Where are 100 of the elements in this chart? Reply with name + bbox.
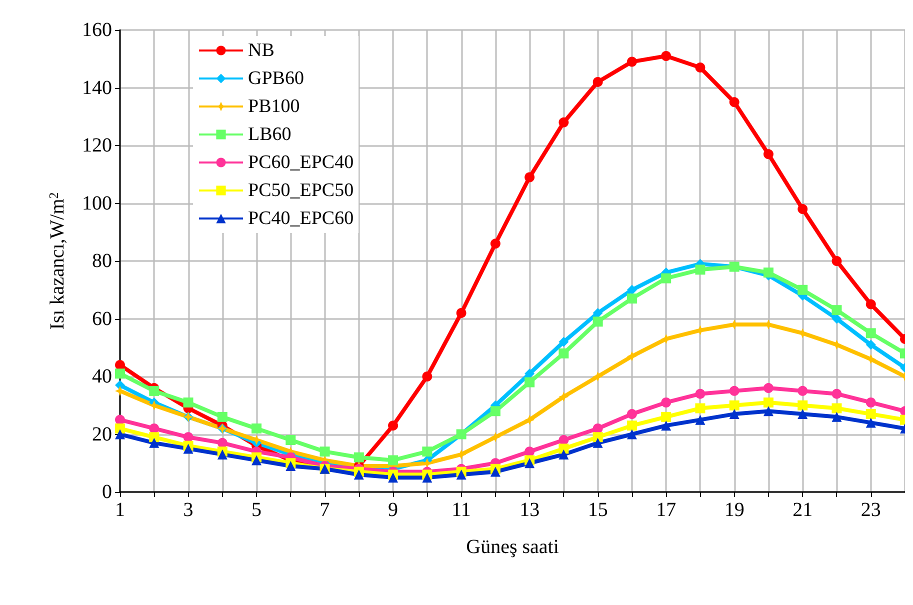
point xyxy=(729,409,740,420)
point xyxy=(422,472,432,483)
x-tick-label: 17 xyxy=(656,499,676,521)
point xyxy=(626,409,637,420)
point xyxy=(149,438,160,448)
point xyxy=(422,446,432,457)
point xyxy=(286,461,296,472)
point xyxy=(832,412,842,422)
point xyxy=(626,420,637,431)
point xyxy=(695,414,706,425)
y-tick-label: 60 xyxy=(92,308,112,330)
point xyxy=(626,294,637,304)
point xyxy=(763,406,774,416)
point xyxy=(183,444,194,454)
y-tick-label: 80 xyxy=(92,250,112,272)
point xyxy=(798,204,808,214)
point xyxy=(832,256,842,266)
point xyxy=(558,348,569,358)
x-tick-label: 11 xyxy=(452,499,471,521)
point xyxy=(661,273,672,284)
y-tick-label: 100 xyxy=(82,192,112,214)
point xyxy=(626,56,637,67)
point xyxy=(524,172,535,182)
x-tick-label: 23 xyxy=(860,499,881,521)
y-tick-label: 20 xyxy=(92,423,112,446)
point xyxy=(217,449,228,460)
x-tick-label: 3 xyxy=(183,499,194,521)
x-tick-label: 5 xyxy=(252,499,262,521)
point xyxy=(866,418,876,428)
point xyxy=(661,50,672,61)
point xyxy=(592,432,603,442)
point xyxy=(490,406,500,416)
point xyxy=(592,438,603,448)
point xyxy=(866,328,876,338)
point xyxy=(456,308,466,318)
point xyxy=(695,388,706,399)
point xyxy=(354,470,364,480)
point xyxy=(558,444,569,454)
point xyxy=(149,423,160,434)
point xyxy=(832,305,842,316)
point xyxy=(798,409,808,420)
y-tick-label: 40 xyxy=(92,366,112,388)
point xyxy=(286,435,296,446)
legend-label: PC60_EPC40 xyxy=(248,152,354,173)
x-tick-label: 1 xyxy=(115,499,125,521)
point xyxy=(320,446,330,457)
point xyxy=(626,429,637,440)
point xyxy=(695,403,706,414)
point xyxy=(524,458,535,468)
point xyxy=(626,284,637,295)
point xyxy=(866,397,876,408)
point xyxy=(798,386,808,396)
x-axis-title: Güneş saati xyxy=(466,536,560,558)
legend-label: GPB60 xyxy=(248,68,304,89)
point xyxy=(388,420,398,431)
point xyxy=(661,420,672,431)
point xyxy=(763,397,774,408)
point xyxy=(729,97,740,108)
x-tick-label: 19 xyxy=(724,499,744,521)
point xyxy=(456,470,466,480)
y-axis-title: Isı kazancı,W/m2 xyxy=(46,192,68,330)
point xyxy=(149,432,160,442)
point xyxy=(832,388,842,399)
y-tick-label: 0 xyxy=(102,481,112,503)
point xyxy=(558,449,569,460)
point xyxy=(661,397,672,408)
point xyxy=(592,316,603,327)
point xyxy=(798,284,808,295)
point xyxy=(592,423,603,434)
point xyxy=(217,412,228,422)
point xyxy=(592,76,603,87)
point xyxy=(866,409,876,420)
point xyxy=(252,423,262,434)
point xyxy=(558,117,569,128)
point xyxy=(866,299,876,310)
x-tick-label: 9 xyxy=(388,499,398,521)
x-tick-label: 13 xyxy=(520,499,540,521)
legend-label: LB60 xyxy=(248,124,292,145)
point xyxy=(798,400,808,410)
point xyxy=(490,466,500,477)
point xyxy=(354,452,364,462)
point xyxy=(422,372,432,382)
x-tick-label: 15 xyxy=(588,499,608,521)
point xyxy=(763,149,774,160)
point xyxy=(115,414,125,425)
point xyxy=(661,412,672,422)
point xyxy=(149,386,160,396)
point xyxy=(695,264,706,275)
point xyxy=(763,268,774,278)
point xyxy=(115,386,125,396)
point xyxy=(832,403,842,414)
x-tick-label: 21 xyxy=(792,499,813,521)
point xyxy=(115,368,125,379)
legend-label: NB xyxy=(248,40,274,61)
point xyxy=(866,354,876,364)
point xyxy=(252,435,262,446)
point xyxy=(490,432,500,442)
point xyxy=(558,435,569,446)
point xyxy=(832,314,842,324)
point xyxy=(388,472,398,483)
